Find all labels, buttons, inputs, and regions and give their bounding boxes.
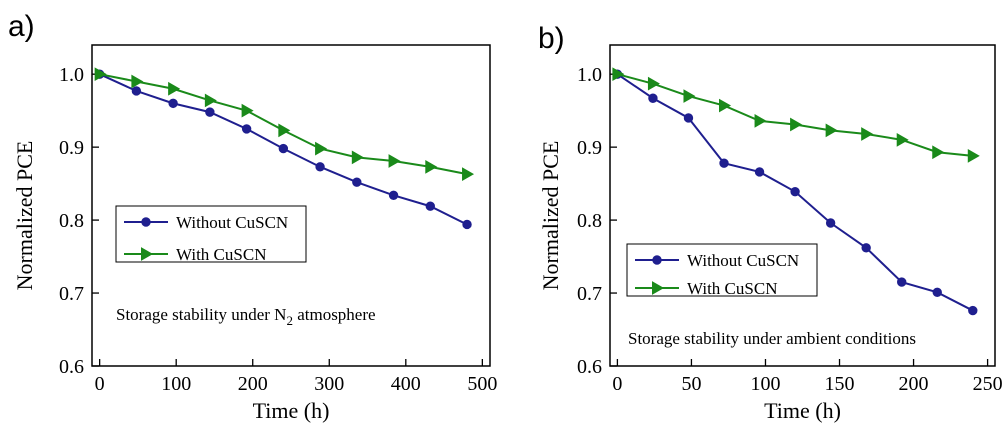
panel-label: a): [8, 10, 35, 43]
legend-label: With CuSCN: [176, 245, 266, 264]
y-tick-label: 0.8: [577, 210, 602, 232]
plot-frame: [91, 44, 491, 367]
legend-label: With CuSCN: [687, 279, 777, 298]
data-point: [647, 76, 660, 91]
annotation: Storage stability under ambient conditio…: [628, 329, 916, 348]
data-point: [790, 117, 803, 132]
chart-panel-b: b) 0 50 100 150 200 250 0.6 0.7 0.8 0.9 1.0 Time (h)…: [538, 22, 1003, 423]
chart-panel-a: a) 0 100 200 300 400 500 0.6 0.7 0.8 0.9 1.0 Time (h…: [8, 10, 497, 423]
x-tick-label: 300: [314, 373, 344, 395]
x-tick-label: 400: [391, 373, 421, 395]
data-point: [388, 190, 399, 200]
data-point: [683, 113, 694, 123]
x-axis-title: Time (h): [253, 398, 330, 423]
data-point: [168, 98, 178, 109]
data-point: [652, 281, 665, 295]
x-tick-label: 0: [612, 373, 622, 395]
data-point: [425, 201, 435, 211]
data-point: [425, 159, 438, 174]
data-point: [932, 287, 942, 298]
annotation-subscript: 2: [286, 313, 293, 328]
y-tick-label: 0.7: [577, 283, 602, 305]
series-without-cuscn: [94, 69, 472, 230]
data-point: [204, 93, 217, 108]
data-point: [131, 86, 142, 96]
data-point: [612, 67, 625, 82]
y-axis-title: Normalized PCE: [12, 141, 37, 291]
y-tick-label: 0.8: [59, 210, 84, 232]
x-tick-label: 200: [899, 373, 929, 395]
legend-label: Without CuSCN: [176, 213, 288, 232]
series-with-cuscn: [94, 67, 475, 181]
data-point: [719, 158, 729, 168]
data-point: [719, 98, 732, 113]
y-tick-label: 1.0: [59, 64, 84, 86]
y-tick-label: 0.9: [577, 137, 602, 159]
data-point: [94, 67, 107, 82]
series-without-cuscn: [612, 69, 978, 316]
data-point: [168, 81, 181, 96]
x-tick-label: 100: [161, 373, 191, 395]
data-point: [754, 167, 765, 177]
data-point: [315, 141, 328, 156]
data-point: [932, 145, 945, 160]
legend: Without CuSCN With CuSCN: [626, 243, 818, 298]
series-with-cuscn: [612, 67, 980, 163]
data-point: [241, 103, 254, 118]
data-point: [278, 123, 291, 138]
data-point: [825, 218, 836, 228]
data-point: [141, 217, 151, 227]
data-point: [388, 154, 401, 168]
data-point: [754, 114, 767, 128]
data-point: [652, 255, 662, 265]
data-point: [352, 177, 362, 187]
legend: Without CuSCN With CuSCN: [115, 205, 307, 264]
y-tick-label: 0.6: [59, 356, 84, 378]
data-point: [967, 149, 980, 163]
data-point: [790, 186, 800, 197]
x-tick-label: 50: [681, 373, 701, 395]
series-line: [99, 73, 468, 176]
data-point: [648, 93, 658, 103]
data-point: [462, 167, 475, 181]
x-tick-label: 0: [95, 373, 105, 395]
y-tick-label: 0.6: [577, 356, 602, 378]
annotation: Storage stability under N2 atmosphere: [116, 305, 376, 328]
data-point: [896, 132, 909, 147]
x-tick-label: 100: [750, 373, 780, 395]
y-tick-label: 0.9: [59, 137, 84, 159]
data-point: [861, 243, 871, 253]
legend-label: Without CuSCN: [687, 251, 799, 270]
y-tick-label: 1.0: [577, 64, 602, 86]
x-tick-label: 150: [825, 373, 855, 395]
series-line: [617, 73, 973, 157]
x-axis-title: Time (h): [764, 398, 841, 423]
x-tick-label: 200: [238, 373, 268, 395]
plot-frame: [609, 44, 996, 367]
x-tick-label: 500: [467, 373, 497, 395]
data-point: [825, 123, 838, 138]
data-point: [897, 277, 907, 287]
data-point: [278, 143, 289, 154]
data-point: [968, 305, 978, 316]
annotation-tail: atmosphere: [293, 305, 376, 324]
data-point: [141, 247, 154, 261]
data-point: [241, 124, 252, 134]
data-point: [683, 89, 696, 103]
data-point: [351, 150, 364, 165]
data-point: [205, 107, 215, 117]
data-point: [315, 162, 325, 172]
data-point: [861, 127, 874, 141]
data-point: [462, 219, 472, 230]
annotation-text: Storage stability under N: [116, 305, 286, 324]
y-tick-label: 0.7: [59, 283, 84, 305]
annotation-text: Storage stability under ambient conditio…: [628, 329, 916, 348]
y-axis-title: Normalized PCE: [538, 141, 563, 291]
x-tick-label: 250: [973, 373, 1003, 395]
data-point: [131, 74, 144, 89]
panel-label: b): [538, 22, 565, 55]
